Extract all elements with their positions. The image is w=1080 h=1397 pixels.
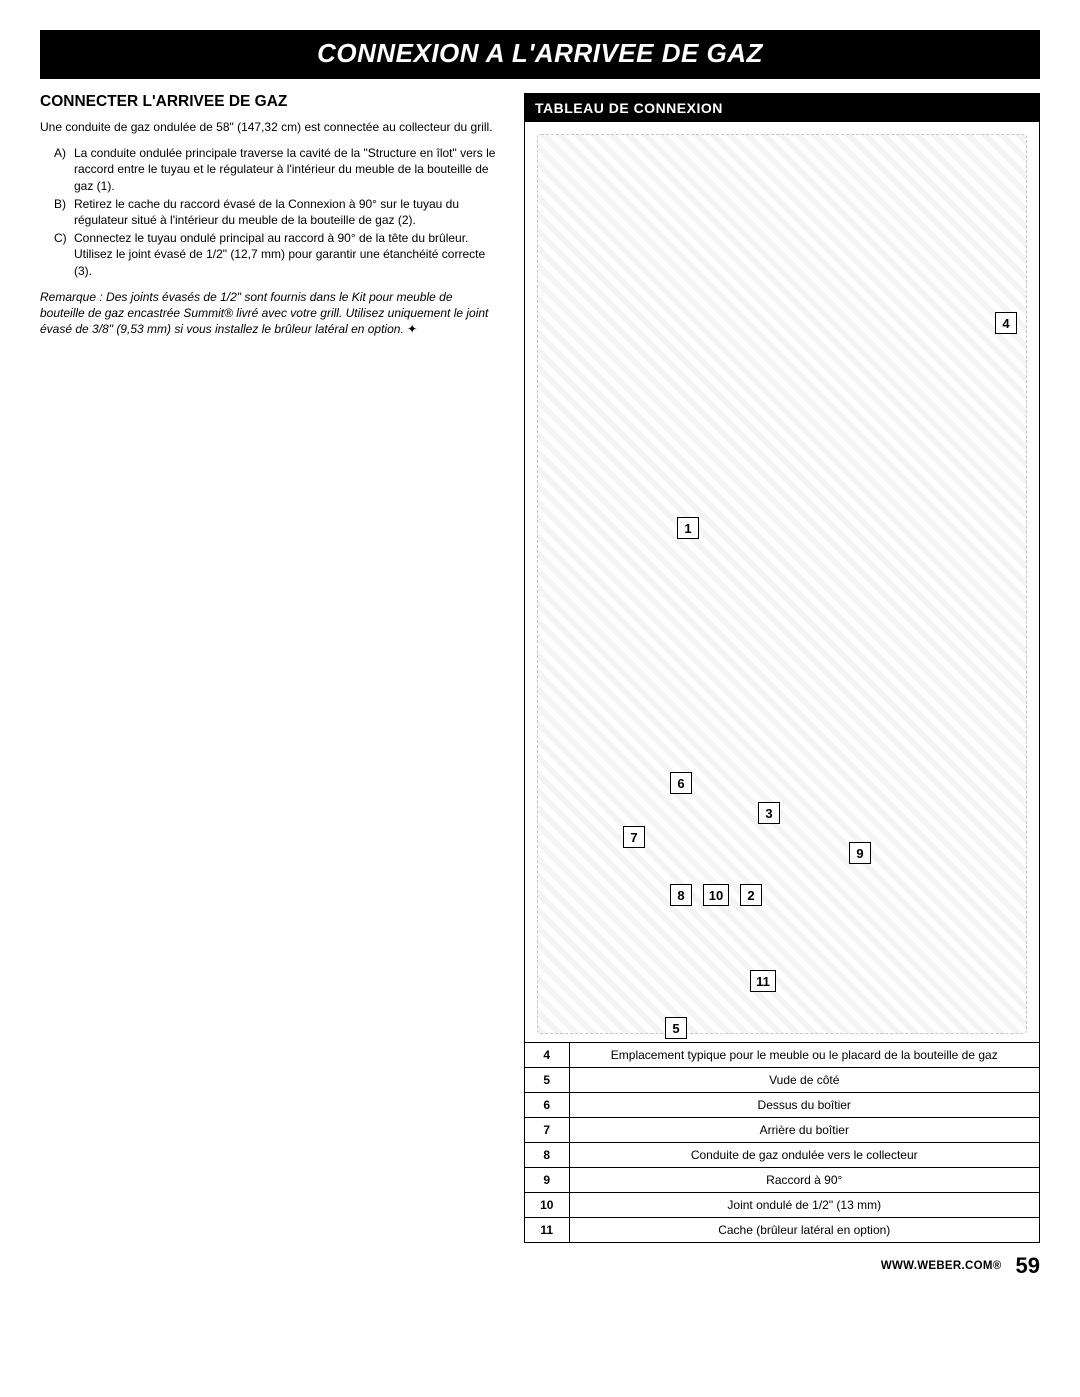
legend-desc: Vude de côté — [569, 1068, 1039, 1093]
diagram-placeholder — [537, 134, 1027, 1034]
legend-row: 5 Vude de côté — [525, 1068, 1039, 1093]
legend-desc: Arrière du boîtier — [569, 1118, 1039, 1143]
legend-desc: Conduite de gaz ondulée vers le collecte… — [569, 1143, 1039, 1168]
page-footer: WWW.WEBER.COM® 59 — [40, 1253, 1040, 1279]
intro-text: Une conduite de gaz ondulée de 58" (147,… — [40, 119, 500, 135]
legend-desc: Emplacement typique pour le meuble ou le… — [569, 1043, 1039, 1068]
legend-row: 8 Conduite de gaz ondulée vers le collec… — [525, 1143, 1039, 1168]
legend-row: 11 Cache (brûleur latéral en option) — [525, 1218, 1039, 1243]
step-label: C) — [54, 230, 74, 279]
step-text: Connectez le tuyau ondulé principal au r… — [74, 230, 500, 279]
step-list: A) La conduite ondulée principale traver… — [54, 145, 500, 279]
left-column: CONNECTER L'ARRIVEE DE GAZ Une conduite … — [40, 93, 500, 1243]
footer-url: WWW.WEBER.COM® — [881, 1260, 1002, 1272]
legend-row: 10 Joint ondulé de 1/2" (13 mm) — [525, 1193, 1039, 1218]
legend-desc: Raccord à 90° — [569, 1168, 1039, 1193]
page-number: 59 — [1016, 1253, 1040, 1279]
callout-2: 2 — [740, 884, 762, 906]
legend-table: 4 Emplacement typique pour le meuble ou … — [525, 1042, 1039, 1242]
step-label: B) — [54, 196, 74, 228]
step-item: A) La conduite ondulée principale traver… — [54, 145, 500, 194]
step-text: Retirez le cache du raccord évasé de la … — [74, 196, 500, 228]
callout-4: 4 — [995, 312, 1017, 334]
legend-desc: Cache (brûleur latéral en option) — [569, 1218, 1039, 1243]
legend-row: 6 Dessus du boîtier — [525, 1093, 1039, 1118]
legend-num: 11 — [525, 1218, 569, 1243]
right-column: TABLEAU DE CONNEXION 4 1 6 3 7 9 8 10 2 … — [524, 93, 1040, 1243]
callout-6: 6 — [670, 772, 692, 794]
callout-5: 5 — [665, 1017, 687, 1039]
callout-9: 9 — [849, 842, 871, 864]
legend-num: 7 — [525, 1118, 569, 1143]
right-banner: TABLEAU DE CONNEXION — [525, 94, 1039, 122]
note-marker-icon: ✦ — [407, 322, 417, 336]
legend-row: 4 Emplacement typique pour le meuble ou … — [525, 1043, 1039, 1068]
legend-desc: Joint ondulé de 1/2" (13 mm) — [569, 1193, 1039, 1218]
legend-num: 4 — [525, 1043, 569, 1068]
legend-num: 10 — [525, 1193, 569, 1218]
step-text: La conduite ondulée principale traverse … — [74, 145, 500, 194]
callout-11: 11 — [750, 970, 776, 992]
legend-row: 7 Arrière du boîtier — [525, 1118, 1039, 1143]
step-item: B) Retirez le cache du raccord évasé de … — [54, 196, 500, 228]
step-label: A) — [54, 145, 74, 194]
remark-note: Remarque : Des joints évasés de 1/2" son… — [40, 289, 500, 338]
legend-num: 5 — [525, 1068, 569, 1093]
callout-7: 7 — [623, 826, 645, 848]
legend-num: 8 — [525, 1143, 569, 1168]
page-banner: CONNEXION A L'ARRIVEE DE GAZ — [40, 30, 1040, 79]
section-heading: CONNECTER L'ARRIVEE DE GAZ — [40, 93, 500, 111]
legend-desc: Dessus du boîtier — [569, 1093, 1039, 1118]
legend-num: 9 — [525, 1168, 569, 1193]
step-item: C) Connectez le tuyau ondulé principal a… — [54, 230, 500, 279]
diagram-area: 4 1 6 3 7 9 8 10 2 11 5 — [525, 122, 1039, 1042]
remark-text: Remarque : Des joints évasés de 1/2" son… — [40, 290, 488, 336]
legend-row: 9 Raccord à 90° — [525, 1168, 1039, 1193]
legend-num: 6 — [525, 1093, 569, 1118]
callout-3: 3 — [758, 802, 780, 824]
callout-1: 1 — [677, 517, 699, 539]
callout-10: 10 — [703, 884, 729, 906]
callout-8: 8 — [670, 884, 692, 906]
